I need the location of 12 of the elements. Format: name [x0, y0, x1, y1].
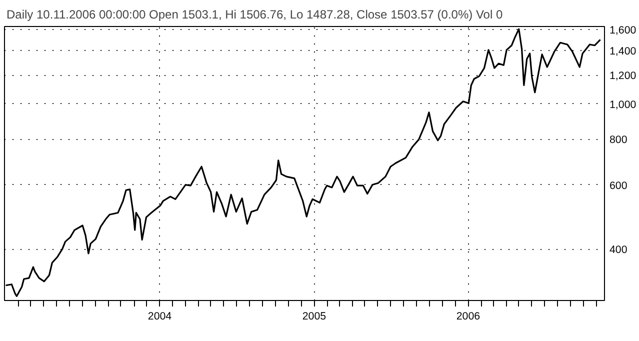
y-tick-label: 600	[610, 180, 628, 192]
x-tick-label: 2006	[456, 310, 480, 322]
y-tick-label: 400	[610, 244, 628, 256]
line-series	[4, 28, 602, 297]
y-tick-label: 1,000	[610, 98, 636, 111]
chart-title: Daily 10.11.2006 00:00:00 Open 1503.1, Hi 1506.76, Lo 1487.28, Close 1503.57 (0.0%) Vol 0	[6, 8, 503, 22]
x-tick-label: 2005	[302, 310, 326, 322]
y-tick-label: 1,200	[610, 70, 636, 82]
y-tick-label: 1,400	[610, 46, 636, 58]
x-tick-label: 2004	[148, 310, 172, 322]
y-tick-label: 800	[610, 134, 628, 146]
y-tick-label: 1,600	[610, 24, 636, 36]
